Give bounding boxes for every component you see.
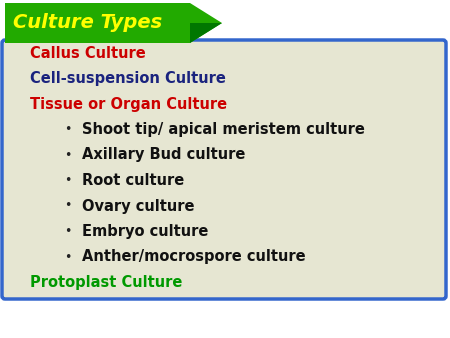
Text: Callus Culture: Callus Culture bbox=[30, 46, 146, 61]
Polygon shape bbox=[190, 23, 222, 43]
Text: Cell-suspension Culture: Cell-suspension Culture bbox=[30, 71, 226, 86]
Text: Tissue or Organ Culture: Tissue or Organ Culture bbox=[30, 97, 227, 112]
Text: Anther/mocrospore culture: Anther/mocrospore culture bbox=[82, 249, 306, 265]
Text: Protoplast Culture: Protoplast Culture bbox=[30, 275, 182, 290]
Text: Axillary Bud culture: Axillary Bud culture bbox=[82, 147, 245, 163]
Text: Embryo culture: Embryo culture bbox=[82, 224, 208, 239]
FancyBboxPatch shape bbox=[2, 40, 446, 299]
Text: •: • bbox=[64, 174, 72, 187]
Text: Shoot tip/ apical meristem culture: Shoot tip/ apical meristem culture bbox=[82, 122, 365, 137]
Text: •: • bbox=[64, 123, 72, 136]
Text: •: • bbox=[64, 148, 72, 162]
Text: •: • bbox=[64, 199, 72, 213]
Polygon shape bbox=[5, 3, 222, 43]
Text: Root culture: Root culture bbox=[82, 173, 184, 188]
Text: Culture Types: Culture Types bbox=[13, 13, 162, 31]
Text: •: • bbox=[64, 250, 72, 264]
Text: •: • bbox=[64, 225, 72, 238]
Text: Ovary culture: Ovary culture bbox=[82, 198, 194, 214]
